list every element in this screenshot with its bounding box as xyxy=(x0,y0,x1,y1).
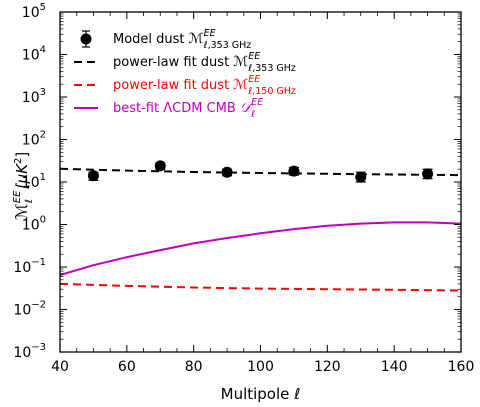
y-axis-title: ℳEEℓ [μK2] xyxy=(12,152,35,221)
y-axis-title-sup: EE xyxy=(12,190,23,203)
legend-entry: Model dust ℳEE ℓ,353 GHz xyxy=(80,28,251,51)
y-tick-exponent: −2 xyxy=(31,300,46,311)
legend-label-sub: ℓ xyxy=(251,109,255,120)
y-tick-label: 105 xyxy=(22,2,46,21)
y-tick-label: 100 xyxy=(22,215,46,234)
legend-label-text: best-fit ΛCDM CMB xyxy=(113,101,240,116)
y-axis-title-unit: [μK xyxy=(13,163,31,194)
y-tick-base: 10 xyxy=(22,5,40,21)
ticks-layer: 40 60 80 100 120 140 16010−310−210−11001011021… xyxy=(13,2,474,375)
data-point xyxy=(221,166,233,178)
y-tick-label: 10−3 xyxy=(13,342,46,361)
y-tick-exponent: 1 xyxy=(40,172,46,183)
series-line xyxy=(60,282,461,292)
legend-entry: power-law fit dust ℳEE ℓ,353 GHz xyxy=(74,51,296,74)
legend-label-text: power-law fit dust xyxy=(113,55,233,70)
y-tick-label: 10−1 xyxy=(13,257,46,276)
y-tick-exponent: 2 xyxy=(40,130,46,141)
legend-label-sub: ℓ,353 GHz xyxy=(204,40,252,51)
y-tick-base: 10 xyxy=(22,133,40,149)
legend-label-sup: EE xyxy=(248,74,260,85)
series-line xyxy=(60,221,461,276)
x-tick-label: 60 xyxy=(118,359,136,375)
y-tick-exponent: 0 xyxy=(40,215,46,226)
legend-entry: power-law fit dust ℳEE ℓ,150 GHz xyxy=(74,74,296,97)
legend-label: power-law fit dust ℳEE ℓ,150 GHz xyxy=(113,74,296,97)
y-tick-exponent: 5 xyxy=(40,2,46,13)
y-tick-base: 10 xyxy=(13,260,31,276)
y-tick-base: 10 xyxy=(22,218,40,234)
data-point xyxy=(87,170,99,182)
legend-label-sub: ℓ,150 GHz xyxy=(248,86,296,97)
legend-label-text: power-law fit dust xyxy=(113,78,233,93)
legend-label-sup: EE xyxy=(204,28,216,39)
x-tick-label: 40 xyxy=(51,359,69,375)
x-tick-label: 100 xyxy=(247,359,274,375)
y-axis-title-symbol: ℳ xyxy=(12,203,31,220)
y-tick-base: 10 xyxy=(22,90,40,106)
y-tick-label: 104 xyxy=(22,45,46,64)
legend-label-symbol: ℳ xyxy=(189,31,204,47)
legend-label-symbol: 𝒟 xyxy=(240,100,254,116)
legend-label-sup: EE xyxy=(251,97,263,108)
y-tick-exponent: 3 xyxy=(40,87,46,98)
data-point xyxy=(154,160,166,172)
series-layer xyxy=(60,160,461,292)
series-line xyxy=(60,167,461,177)
legend-label-symbol: ℳ xyxy=(233,54,248,70)
y-tick-base: 10 xyxy=(13,345,31,361)
y-axis-title-unit-sup: 2 xyxy=(13,158,24,164)
legend-marker xyxy=(80,33,92,45)
y-tick-exponent: 4 xyxy=(40,45,46,56)
y-axis-title-unit-end: ] xyxy=(13,152,31,158)
legend-label-symbol: ℳ xyxy=(233,77,248,93)
x-tick-label: 80 xyxy=(185,359,203,375)
axis-titles: Multipole ℓ ℳEEℓ [μK2] xyxy=(12,152,300,403)
x-axis-title: Multipole ℓ xyxy=(221,385,301,403)
y-tick-label: 101 xyxy=(22,172,46,191)
y-tick-base: 10 xyxy=(22,175,40,191)
x-tick-label: 140 xyxy=(381,359,408,375)
data-point xyxy=(288,165,300,177)
y-axis-title-sub: ℓ xyxy=(24,199,35,203)
legend-entry: best-fit ΛCDM CMB 𝒟EE ℓ xyxy=(74,97,263,120)
x-tick-label: 160 xyxy=(448,359,475,375)
y-tick-label: 103 xyxy=(22,87,46,106)
legend-label-text: Model dust xyxy=(113,32,189,47)
y-tick-base: 10 xyxy=(13,303,31,319)
y-tick-label: 10−2 xyxy=(13,300,46,319)
y-tick-exponent: −1 xyxy=(31,257,46,268)
x-tick-label: 120 xyxy=(314,359,341,375)
legend-label: Model dust ℳEE ℓ,353 GHz xyxy=(113,28,251,51)
legend-label: best-fit ΛCDM CMB 𝒟EE ℓ xyxy=(113,97,263,120)
y-tick-exponent: −3 xyxy=(31,342,46,353)
y-tick-label: 102 xyxy=(22,130,46,149)
legend-label: power-law fit dust ℳEE ℓ,353 GHz xyxy=(113,51,296,74)
legend-label-sup: EE xyxy=(248,51,260,62)
y-tick-base: 10 xyxy=(22,48,40,64)
legend-label-sub: ℓ,353 GHz xyxy=(248,63,296,74)
